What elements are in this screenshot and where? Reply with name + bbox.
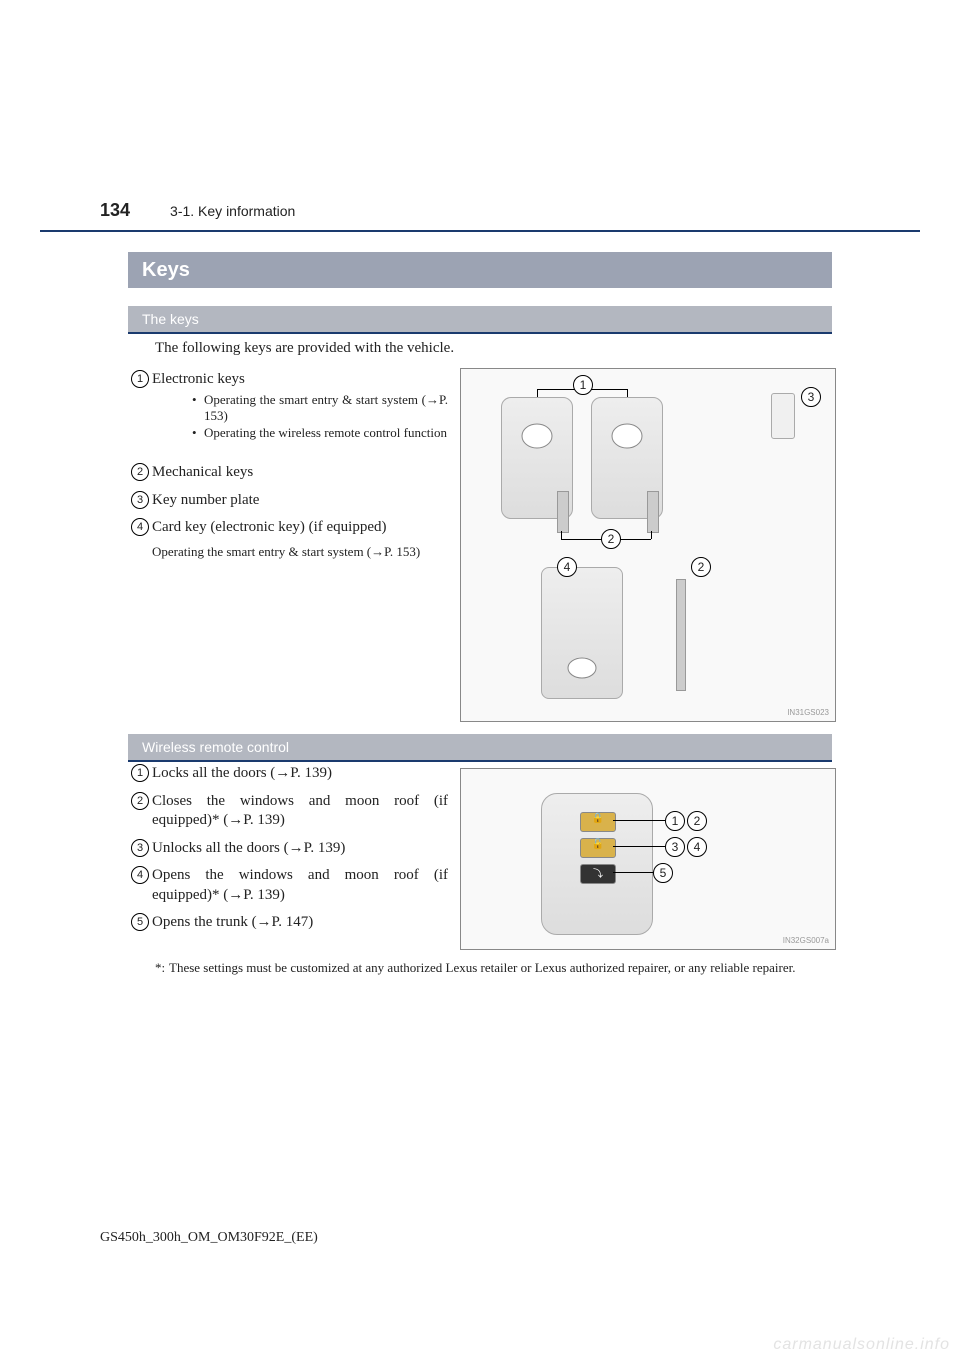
lock-button-icon: 🔒 xyxy=(580,812,616,832)
callout-icon: 4 xyxy=(687,837,707,857)
unlock-button-icon: 🔓 xyxy=(580,838,616,858)
circled-number-icon: 1 xyxy=(131,370,149,388)
wrc-item-3: 3 Unlocks all the doors (→P. 139) xyxy=(128,839,448,859)
keys-item-4-label: Card key (electronic key) (if equipped) xyxy=(152,518,448,538)
circled-number-icon: 3 xyxy=(131,491,149,509)
subheader-the-keys: The keys xyxy=(128,306,832,334)
circled-number-icon: 1 xyxy=(131,764,149,782)
section-name: 3-1. Key information xyxy=(170,203,295,219)
callout-icon: 3 xyxy=(801,387,821,407)
card-key-shape xyxy=(541,567,623,699)
circled-number-icon: 3 xyxy=(131,839,149,857)
callout-icon: 3 xyxy=(665,837,685,857)
footnote-marker: *: xyxy=(155,960,169,976)
page: { "header": { "page_number": "134", "sec… xyxy=(0,0,960,1358)
mechanical-key-shape xyxy=(676,579,686,691)
watermark: carmanualsonline.info xyxy=(773,1336,950,1354)
footnote-text: These settings must be customized at any… xyxy=(169,960,795,976)
circled-number-icon: 4 xyxy=(131,518,149,536)
wrc-item-1: 1 Locks all the doors (→P. 139) xyxy=(128,764,448,784)
remote-shape: 🔒 🔓 ⤵ xyxy=(541,793,653,935)
footnote: *: These settings must be customized at … xyxy=(155,960,832,976)
keys-item-3: 3 Key number plate xyxy=(128,491,448,511)
wrc-item-5: 5 Opens the trunk (→P. 147) xyxy=(128,913,448,933)
trunk-button-icon: ⤵ xyxy=(580,864,616,884)
figure-remote: 🔒 🔓 ⤵ 1 2 3 4 5 IN32GS007a xyxy=(460,768,836,950)
callout-icon: 2 xyxy=(601,529,621,549)
header-rule xyxy=(40,230,920,232)
keys-item-1-sublist: Operating the smart entry & start system… xyxy=(152,392,448,443)
circled-number-icon: 2 xyxy=(131,463,149,481)
figure-code: IN31GS023 xyxy=(787,708,829,717)
keys-item-2: 2 Mechanical keys xyxy=(128,463,448,483)
keys-item-4: 4 Card key (electronic key) (if equipped… xyxy=(128,518,448,560)
key-number-plate-shape xyxy=(771,393,795,439)
mechanical-key-shape xyxy=(557,491,569,533)
callout-icon: 2 xyxy=(687,811,707,831)
subheader-the-keys-label: The keys xyxy=(142,311,199,327)
keys-item-4-note: Operating the smart entry & start system… xyxy=(152,544,448,561)
leader-line xyxy=(613,846,665,847)
circled-number-icon: 2 xyxy=(131,792,149,810)
wrc-item-3-label: Unlocks all the doors (→P. 139) xyxy=(152,839,448,859)
lexus-logo-icon xyxy=(542,568,622,698)
subheader-wireless-remote-label: Wireless remote control xyxy=(142,739,289,755)
wrc-item-5-label: Opens the trunk (→P. 147) xyxy=(152,913,448,933)
wrc-item-4: 4 Opens the windows and moon roof (if eq… xyxy=(128,866,448,905)
callout-icon: 2 xyxy=(691,557,711,577)
callout-icon: 1 xyxy=(573,375,593,395)
page-title: Keys xyxy=(142,259,190,282)
wrc-item-2: 2 Closes the windows and moon roof (if e… xyxy=(128,792,448,831)
leader-line xyxy=(537,389,538,397)
callout-icon: 4 xyxy=(557,557,577,577)
leader-line xyxy=(613,820,665,821)
keys-item-2-label: Mechanical keys xyxy=(152,463,448,483)
keys-item-1: 1 Electronic keys Operating the smart en… xyxy=(128,370,448,455)
wireless-remote-list: 1 Locks all the doors (→P. 139) 2 Closes… xyxy=(128,764,448,941)
leader-line xyxy=(651,531,652,539)
leader-line xyxy=(613,872,653,873)
keys-item-1-label: Electronic keys xyxy=(152,371,245,387)
wrc-item-2-label: Closes the windows and moon roof (if equ… xyxy=(152,792,448,831)
callout-icon: 1 xyxy=(665,811,685,831)
keys-list: 1 Electronic keys Operating the smart en… xyxy=(128,370,448,569)
keys-item-3-label: Key number plate xyxy=(152,491,448,511)
running-header: 134 3-1. Key information xyxy=(100,200,920,221)
footer-document-code: GS450h_300h_OM_OM30F92E_(EE) xyxy=(100,1230,318,1246)
page-number: 134 xyxy=(100,200,130,221)
figure-keys: 1 2 3 4 2 IN31GS023 xyxy=(460,368,836,722)
keys-item-1-sub-a: Operating the smart entry & start system… xyxy=(192,392,448,426)
wrc-item-1-label: Locks all the doors (→P. 139) xyxy=(152,764,448,784)
circled-number-icon: 4 xyxy=(131,866,149,884)
circled-number-icon: 5 xyxy=(131,913,149,931)
wrc-item-4-label: Opens the windows and moon roof (if equi… xyxy=(152,866,448,905)
page-title-bar: Keys xyxy=(128,252,832,288)
callout-icon: 5 xyxy=(653,863,673,883)
keys-item-1-sub-b: Operating the wireless remote control fu… xyxy=(192,425,448,442)
subheader-wireless-remote: Wireless remote control xyxy=(128,734,832,762)
intro-text: The following keys are provided with the… xyxy=(155,340,454,357)
leader-line xyxy=(627,389,628,397)
mechanical-key-shape xyxy=(647,491,659,533)
figure-code: IN32GS007a xyxy=(783,936,829,945)
leader-line xyxy=(561,531,562,539)
